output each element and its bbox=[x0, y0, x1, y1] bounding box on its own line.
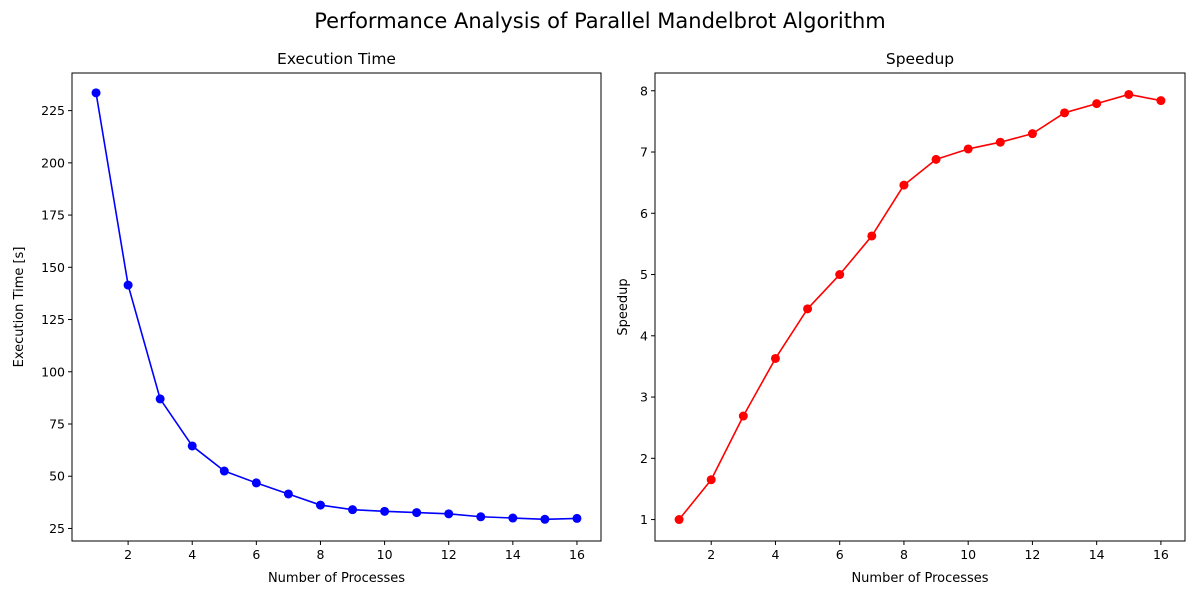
speedup-data-point bbox=[835, 270, 845, 280]
speedup-data-point bbox=[1156, 96, 1166, 106]
execution-time-ytick-label: 125 bbox=[41, 312, 65, 327]
speedup-data-point bbox=[674, 515, 684, 525]
speedup-data-point bbox=[867, 231, 877, 241]
speedup-data-point bbox=[1092, 99, 1102, 109]
speedup-ytick-label: 4 bbox=[640, 328, 648, 343]
execution-time-xtick-label: 6 bbox=[252, 547, 260, 562]
execution-time-data-point bbox=[123, 280, 133, 290]
execution-time-data-point bbox=[155, 394, 165, 404]
execution-time-data-point bbox=[444, 509, 454, 519]
execution-time-data-point bbox=[219, 466, 229, 476]
speedup-data-point bbox=[738, 411, 748, 421]
speedup-ytick-label: 1 bbox=[640, 512, 648, 527]
execution-time-ytick-label: 150 bbox=[41, 260, 65, 275]
speedup-data-point bbox=[1027, 129, 1037, 139]
speedup-ytick-label: 5 bbox=[640, 267, 648, 282]
speedup-ytick-label: 7 bbox=[640, 145, 648, 160]
execution-time-data-point bbox=[315, 500, 325, 510]
speedup-data-point bbox=[1060, 108, 1070, 118]
speedup-xtick-label: 4 bbox=[771, 547, 779, 562]
speedup-data-point bbox=[770, 353, 780, 363]
execution-time-ytick-label: 50 bbox=[49, 469, 65, 484]
execution-time-data-point bbox=[412, 508, 422, 518]
execution-time-series-line bbox=[95, 92, 577, 521]
execution-time-data-point bbox=[476, 512, 486, 522]
execution-time-data-point bbox=[572, 513, 582, 523]
speedup-xtick-label: 10 bbox=[960, 547, 976, 562]
execution-time-axes-frame bbox=[71, 72, 602, 542]
execution-time-title: Execution Time bbox=[277, 50, 396, 68]
speedup-ytick-label: 6 bbox=[640, 206, 648, 221]
execution-time-data-point bbox=[540, 514, 550, 524]
speedup-data-point bbox=[995, 137, 1005, 147]
figure-suptitle: Performance Analysis of Parallel Mandelb… bbox=[314, 9, 886, 33]
execution-time-data-point bbox=[380, 506, 390, 516]
speedup-xtick-label: 2 bbox=[707, 547, 715, 562]
execution-time-ytick-label: 25 bbox=[49, 521, 65, 536]
execution-time-xtick-label: 8 bbox=[316, 547, 324, 562]
speedup-xtick-label: 6 bbox=[836, 547, 844, 562]
speedup-xtick-label: 8 bbox=[900, 547, 908, 562]
execution-time-data-point bbox=[187, 441, 197, 451]
execution-time-ytick-label: 75 bbox=[49, 417, 65, 432]
execution-time-ytick-label: 200 bbox=[41, 155, 65, 170]
speedup-data-point bbox=[706, 475, 716, 485]
speedup-data-point bbox=[1124, 89, 1134, 99]
execution-time-ytick-label: 100 bbox=[41, 364, 65, 379]
speedup-xtick-label: 12 bbox=[1024, 547, 1040, 562]
execution-time-xtick-label: 4 bbox=[188, 547, 196, 562]
speedup-y-axis-label: Speedup bbox=[616, 278, 631, 335]
execution-time-xtick-label: 16 bbox=[569, 547, 585, 562]
execution-time-data-point bbox=[91, 88, 101, 98]
speedup-ytick-label: 8 bbox=[640, 83, 648, 98]
execution-time-data-point bbox=[348, 505, 358, 515]
execution-time-ytick-label: 225 bbox=[41, 103, 65, 118]
execution-time-panel: Execution Time 2 4 6 8 10 12 14 16 25 50 75 100 125 15… bbox=[12, 50, 602, 586]
execution-time-data-point bbox=[283, 489, 293, 499]
speedup-series-line bbox=[678, 93, 1162, 521]
speedup-data-point bbox=[803, 304, 813, 314]
speedup-ytick-label: 3 bbox=[640, 390, 648, 405]
execution-time-xtick-label: 10 bbox=[377, 547, 393, 562]
execution-time-data-point bbox=[508, 513, 518, 523]
speedup-axes-frame bbox=[654, 72, 1186, 542]
execution-time-data-point bbox=[251, 478, 261, 488]
execution-time-x-axis-label: Number of Processes bbox=[268, 571, 405, 586]
speedup-xtick-label: 16 bbox=[1153, 547, 1169, 562]
speedup-data-point bbox=[931, 154, 941, 164]
speedup-xtick-label: 14 bbox=[1089, 547, 1105, 562]
speedup-data-point bbox=[899, 180, 909, 190]
speedup-x-axis-label: Number of Processes bbox=[851, 571, 988, 586]
speedup-data-point bbox=[963, 144, 973, 154]
speedup-title: Speedup bbox=[886, 50, 954, 68]
execution-time-y-axis-label: Execution Time [s] bbox=[12, 247, 27, 368]
execution-time-xtick-label: 2 bbox=[124, 547, 132, 562]
execution-time-xtick-label: 12 bbox=[441, 547, 457, 562]
execution-time-xtick-label: 14 bbox=[505, 547, 521, 562]
speedup-ytick-label: 2 bbox=[640, 451, 648, 466]
execution-time-ytick-label: 175 bbox=[41, 208, 65, 223]
